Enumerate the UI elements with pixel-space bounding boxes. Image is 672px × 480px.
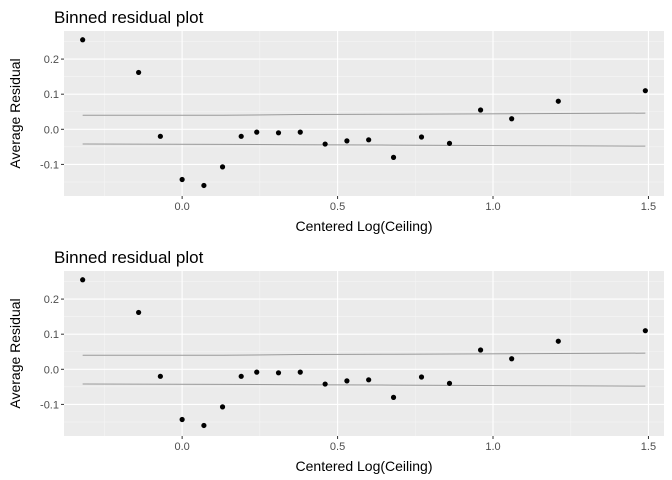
plot-1-x-tick-label: 1.5 xyxy=(641,201,656,213)
plot-2-y-tick-label: 0.2 xyxy=(44,294,59,306)
plot-2-point xyxy=(366,377,372,383)
plot-2-x-tick-label: 1.0 xyxy=(485,441,500,453)
plot-1-grid xyxy=(64,31,664,196)
plot-1-point xyxy=(254,129,260,135)
plot-2-y-tick-label: 0.0 xyxy=(44,364,59,376)
plot-1-x-tick-label: 1.0 xyxy=(485,201,500,213)
plot-2-point xyxy=(157,373,163,379)
plot-2-y-tick-label: 0.1 xyxy=(44,329,59,341)
plot-2-y-axis-label: Average Residual xyxy=(7,298,23,408)
plot-2-lower-bound-line xyxy=(82,383,646,387)
plot-2-point xyxy=(642,328,648,334)
plot-2-y-axis: -0.1 0.0 0.1 0.2 xyxy=(40,294,64,411)
plot-1-error-bounds xyxy=(82,112,646,147)
plot-2-title: Binned residual plot xyxy=(54,248,204,267)
plot-1-point xyxy=(555,98,561,104)
plot-2-point xyxy=(446,380,453,386)
plot-1-point xyxy=(157,133,163,139)
plot-1-lower-bound-line xyxy=(82,143,646,147)
plot-1-x-axis-label: Centered Log(Ceiling) xyxy=(296,218,433,234)
plot-1-point xyxy=(219,164,226,170)
plot-1-x-tick-label: 0.5 xyxy=(330,201,345,213)
plot-1-point xyxy=(366,137,372,143)
plot-2-point xyxy=(418,374,425,380)
plot-2-point xyxy=(275,370,282,376)
plot-2-x-axis: 0.0 0.5 1.0 1.5 xyxy=(174,436,656,453)
plot-1-x-tick-label: 0.0 xyxy=(174,201,189,213)
plot-2-points xyxy=(80,277,648,429)
plot-1-point xyxy=(390,154,397,160)
plot-2: Binned residual plot 0.0 0.5 1.0 1.5 -0.1 0.… xyxy=(7,248,664,474)
plot-1-y-tick-label: 0.0 xyxy=(44,124,59,136)
plot-1-point xyxy=(201,182,207,189)
plot-2-x-tick-label: 0.5 xyxy=(330,441,345,453)
plot-1-point xyxy=(477,107,484,113)
plot-2-x-tick-label: 1.5 xyxy=(641,441,656,453)
plot-1-point xyxy=(418,134,425,140)
plot-2-upper-bound-line xyxy=(82,352,646,356)
plot-2-point xyxy=(509,356,515,362)
plot-1-point xyxy=(80,37,86,43)
plot-1-y-tick-label: 0.1 xyxy=(44,89,59,101)
plot-2-point xyxy=(344,378,350,384)
plot-1-y-tick-label: 0.2 xyxy=(44,54,59,66)
plot-2-point xyxy=(80,277,86,283)
plot-2-point xyxy=(555,338,561,344)
plot-1-point xyxy=(642,88,648,94)
plot-1-title: Binned residual plot xyxy=(54,8,204,27)
plot-1-point xyxy=(446,140,453,146)
plot-1-point xyxy=(275,130,282,136)
plot-1-upper-bound-line xyxy=(82,112,646,116)
plot-1-x-axis: 0.0 0.5 1.0 1.5 xyxy=(174,196,656,213)
plot-1-y-tick-label: -0.1 xyxy=(40,159,59,171)
plot-2-point xyxy=(254,369,260,375)
plot-2-point xyxy=(390,394,397,400)
plot-1-y-axis-label: Average Residual xyxy=(7,58,23,168)
plot-1-point xyxy=(179,176,185,183)
plot-1-point xyxy=(136,69,142,76)
plot-2-y-tick-label: -0.1 xyxy=(40,399,59,411)
plot-2-point xyxy=(219,404,226,410)
plot-1-point xyxy=(238,133,244,139)
plot-2-point xyxy=(201,422,207,429)
plot-2-point xyxy=(322,381,328,387)
plot-2-grid xyxy=(64,271,664,436)
plot-1-point xyxy=(509,116,515,122)
plot-1-point xyxy=(344,138,350,144)
plot-1-y-axis: -0.1 0.0 0.1 0.2 xyxy=(40,54,64,171)
plot-2-point xyxy=(477,347,484,353)
plot-2-point xyxy=(238,373,244,379)
plot-2-point xyxy=(179,416,185,423)
plot-2-point xyxy=(136,309,142,316)
plot-2-point xyxy=(297,369,303,375)
plot-2-x-axis-label: Centered Log(Ceiling) xyxy=(296,458,433,474)
plot-2-x-tick-label: 0.0 xyxy=(174,441,189,453)
plot-2-error-bounds xyxy=(82,352,646,387)
plot-1-points xyxy=(80,37,648,189)
plot-1-point xyxy=(322,141,328,147)
plot-1-point xyxy=(297,129,303,135)
plot-1: Binned residual plot 0.0 0.5 1.0 1.5 -0.1 0.… xyxy=(7,8,664,234)
